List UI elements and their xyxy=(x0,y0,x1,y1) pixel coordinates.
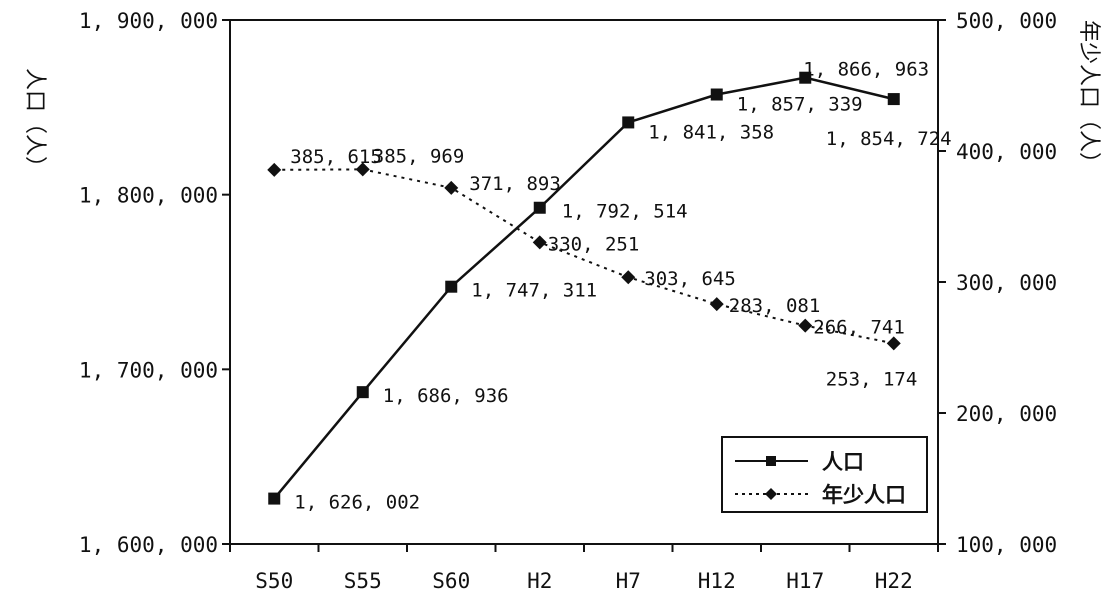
right-tick-label: 200, 000 xyxy=(956,402,1057,426)
x-tick-label: H2 xyxy=(527,569,552,593)
youth-population-point xyxy=(355,162,370,177)
population-data-label: 1, 841, 358 xyxy=(648,121,774,143)
legend-label-youth: 年少人口 xyxy=(822,483,906,507)
legend-box xyxy=(721,436,928,513)
population-point xyxy=(622,116,635,129)
youth-population-point xyxy=(621,270,636,285)
youth-data-label: 385, 615 xyxy=(290,146,382,168)
left-tick-label: 1, 600, 000 xyxy=(79,533,218,557)
youth-data-label: 330, 251 xyxy=(548,233,640,255)
youth-population-point xyxy=(532,235,547,250)
left-tick-label: 1, 900, 000 xyxy=(79,9,218,33)
youth-population-point xyxy=(798,318,813,333)
x-tick-label: H22 xyxy=(875,569,913,593)
population-point xyxy=(710,88,723,101)
population-data-label: 1, 626, 002 xyxy=(294,492,420,514)
x-tick-label: S50 xyxy=(255,569,293,593)
population-data-label: 1, 866, 963 xyxy=(803,59,929,81)
legend-marker-youth xyxy=(765,488,777,500)
population-point xyxy=(356,386,369,399)
x-tick-label: S60 xyxy=(432,569,470,593)
left-axis-label: 人口（人） xyxy=(22,68,47,178)
legend: 人口 年少人口 xyxy=(721,436,928,513)
series-layer xyxy=(267,71,901,505)
x-tick-label: H12 xyxy=(698,569,736,593)
youth-data-label: 371, 893 xyxy=(469,173,561,195)
right-tick-label: 300, 000 xyxy=(956,271,1057,295)
legend-marker-population xyxy=(766,456,776,466)
right-tick-label: 100, 000 xyxy=(956,533,1057,557)
youth-data-label: 283, 081 xyxy=(729,295,821,317)
x-tick-label: S55 xyxy=(344,569,382,593)
left-tick-label: 1, 800, 000 xyxy=(79,184,218,208)
youth-population-point xyxy=(444,180,459,195)
youth-population-point xyxy=(709,297,724,312)
axes xyxy=(222,19,946,552)
legend-label-population: 人口 xyxy=(822,450,864,474)
youth-data-label: 253, 174 xyxy=(826,368,918,390)
youth-data-label: 385, 969 xyxy=(373,145,465,167)
population-point xyxy=(268,492,281,505)
population-data-label: 1, 854, 724 xyxy=(826,128,952,150)
population-line xyxy=(273,76,895,500)
youth-data-label: 266, 741 xyxy=(813,317,905,339)
right-axis-label: 年少人口（人） xyxy=(1076,20,1101,174)
population-point xyxy=(533,201,546,214)
left-tick-label: 1, 700, 000 xyxy=(79,358,218,382)
youth-population-line xyxy=(274,168,894,345)
right-tick-label: 500, 000 xyxy=(956,9,1057,33)
population-point xyxy=(887,93,900,106)
population-point xyxy=(445,280,458,293)
population-data-label: 1, 792, 514 xyxy=(562,201,688,223)
youth-population-point xyxy=(886,336,901,351)
population-data-label: 1, 747, 311 xyxy=(471,280,597,302)
youth-population-point xyxy=(267,162,282,177)
x-tick-label: H17 xyxy=(786,569,824,593)
population-point xyxy=(799,71,812,84)
data-labels: 1, 626, 002 1, 686, 936 1, 747, 311 1, 792,… xyxy=(290,59,951,514)
youth-data-label: 303, 645 xyxy=(644,268,736,290)
x-tick-label: H7 xyxy=(616,569,641,593)
population-data-label: 1, 857, 339 xyxy=(737,94,863,116)
tick-labels: 1, 600, 000 1, 700, 000 1, 800, 000 1, 900,… xyxy=(79,9,1057,593)
right-tick-label: 400, 000 xyxy=(956,140,1057,164)
population-data-label: 1, 686, 936 xyxy=(383,385,509,407)
